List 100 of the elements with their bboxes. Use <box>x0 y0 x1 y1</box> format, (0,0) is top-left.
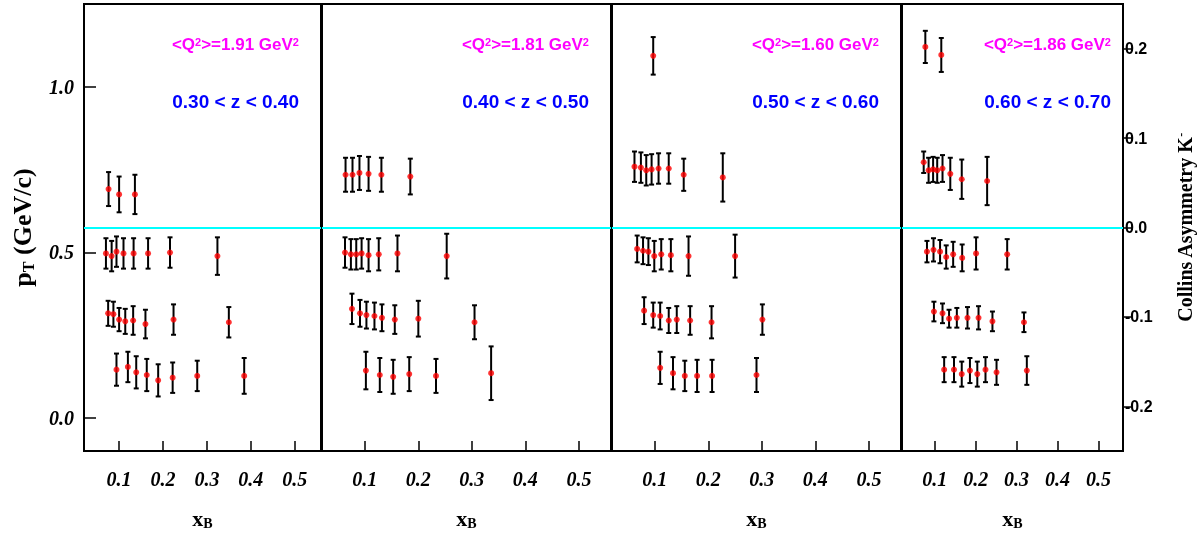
x-tick-label: 0.5 <box>282 468 308 490</box>
point <box>753 372 760 379</box>
x-tick-label: 0.5 <box>566 468 592 490</box>
point <box>973 250 980 257</box>
point <box>759 316 766 323</box>
point <box>943 254 950 260</box>
point <box>930 308 937 315</box>
point <box>371 313 378 319</box>
x-tick-label: 0.4 <box>1045 468 1071 490</box>
point <box>143 372 150 379</box>
point <box>433 372 439 379</box>
point <box>645 248 652 255</box>
point <box>142 321 149 328</box>
point <box>194 372 201 379</box>
point <box>145 250 152 257</box>
point <box>975 314 982 321</box>
point <box>362 367 369 374</box>
point <box>651 253 658 260</box>
point <box>105 186 112 193</box>
y2-tick-label: 0.0 <box>1125 219 1148 236</box>
point <box>342 171 349 178</box>
x-tick-label: 0.4 <box>238 468 264 490</box>
point <box>120 250 127 257</box>
x-axis-title: xB <box>746 506 767 532</box>
point <box>650 312 657 319</box>
point <box>941 366 948 373</box>
point <box>415 315 422 322</box>
y2-tick-label: -0.2 <box>1125 397 1153 415</box>
point <box>394 250 401 257</box>
x-tick-label: 0.2 <box>405 468 431 490</box>
x-tick-label: 0.3 <box>459 468 485 490</box>
point <box>655 165 662 172</box>
annotation: 0.30 < z < 0.40 <box>172 91 299 112</box>
point <box>155 377 162 384</box>
point <box>1023 367 1030 374</box>
point <box>358 250 365 257</box>
point <box>488 370 495 377</box>
y-tick-label: 0.5 <box>49 241 74 264</box>
x-tick-label: 0.5 <box>1085 468 1111 490</box>
point <box>241 372 248 379</box>
point <box>102 250 109 257</box>
point <box>934 167 941 174</box>
point <box>443 253 450 260</box>
x-axis-title: xB <box>456 506 477 532</box>
x-tick-label: 0.2 <box>695 468 721 490</box>
point <box>357 310 363 317</box>
point <box>471 319 478 326</box>
point <box>650 52 657 59</box>
point <box>131 191 138 198</box>
point <box>116 191 123 198</box>
point <box>966 367 973 374</box>
y2-tick-label: 0.2 <box>1125 40 1148 58</box>
x-axis-title: xB <box>192 506 213 532</box>
point <box>989 318 996 325</box>
x-tick-label: 0.1 <box>106 468 132 490</box>
point <box>732 253 739 260</box>
point <box>637 164 644 171</box>
point <box>214 253 221 260</box>
y2-tick-label: 0.1 <box>1125 129 1148 147</box>
point <box>930 246 937 253</box>
point <box>116 316 123 323</box>
y2-axis-title: Collins Asymmetry K- <box>1174 132 1197 322</box>
x-tick-label: 0.2 <box>963 468 989 490</box>
point <box>631 163 638 170</box>
x-tick-label: 0.1 <box>922 468 948 490</box>
point <box>1004 251 1011 258</box>
point <box>363 312 370 319</box>
x-tick-label: 0.4 <box>802 468 828 490</box>
x-tick-label: 0.1 <box>352 468 378 490</box>
point <box>946 315 953 322</box>
point <box>923 248 930 255</box>
point <box>937 248 944 255</box>
point <box>170 316 177 323</box>
point <box>356 169 363 176</box>
point <box>133 369 140 376</box>
point <box>947 170 954 177</box>
point <box>938 51 945 58</box>
y-tick-label: 0.0 <box>49 406 74 429</box>
point <box>169 374 176 381</box>
x-tick-label: 0.3 <box>749 468 775 490</box>
point <box>657 364 664 371</box>
point <box>950 366 957 373</box>
point <box>365 170 372 177</box>
point <box>347 251 354 258</box>
point <box>953 314 960 321</box>
point <box>964 314 971 321</box>
point <box>667 252 674 259</box>
point <box>685 253 692 260</box>
point <box>110 311 117 318</box>
point <box>922 43 929 50</box>
point <box>167 249 174 256</box>
point <box>687 317 694 324</box>
point <box>958 176 965 183</box>
x-tick-label: 0.3 <box>1004 468 1030 490</box>
point <box>353 251 360 258</box>
point <box>376 372 383 379</box>
point <box>658 251 665 258</box>
point <box>640 247 647 254</box>
y2-tick-label: -0.1 <box>1125 308 1153 326</box>
point <box>657 313 664 319</box>
